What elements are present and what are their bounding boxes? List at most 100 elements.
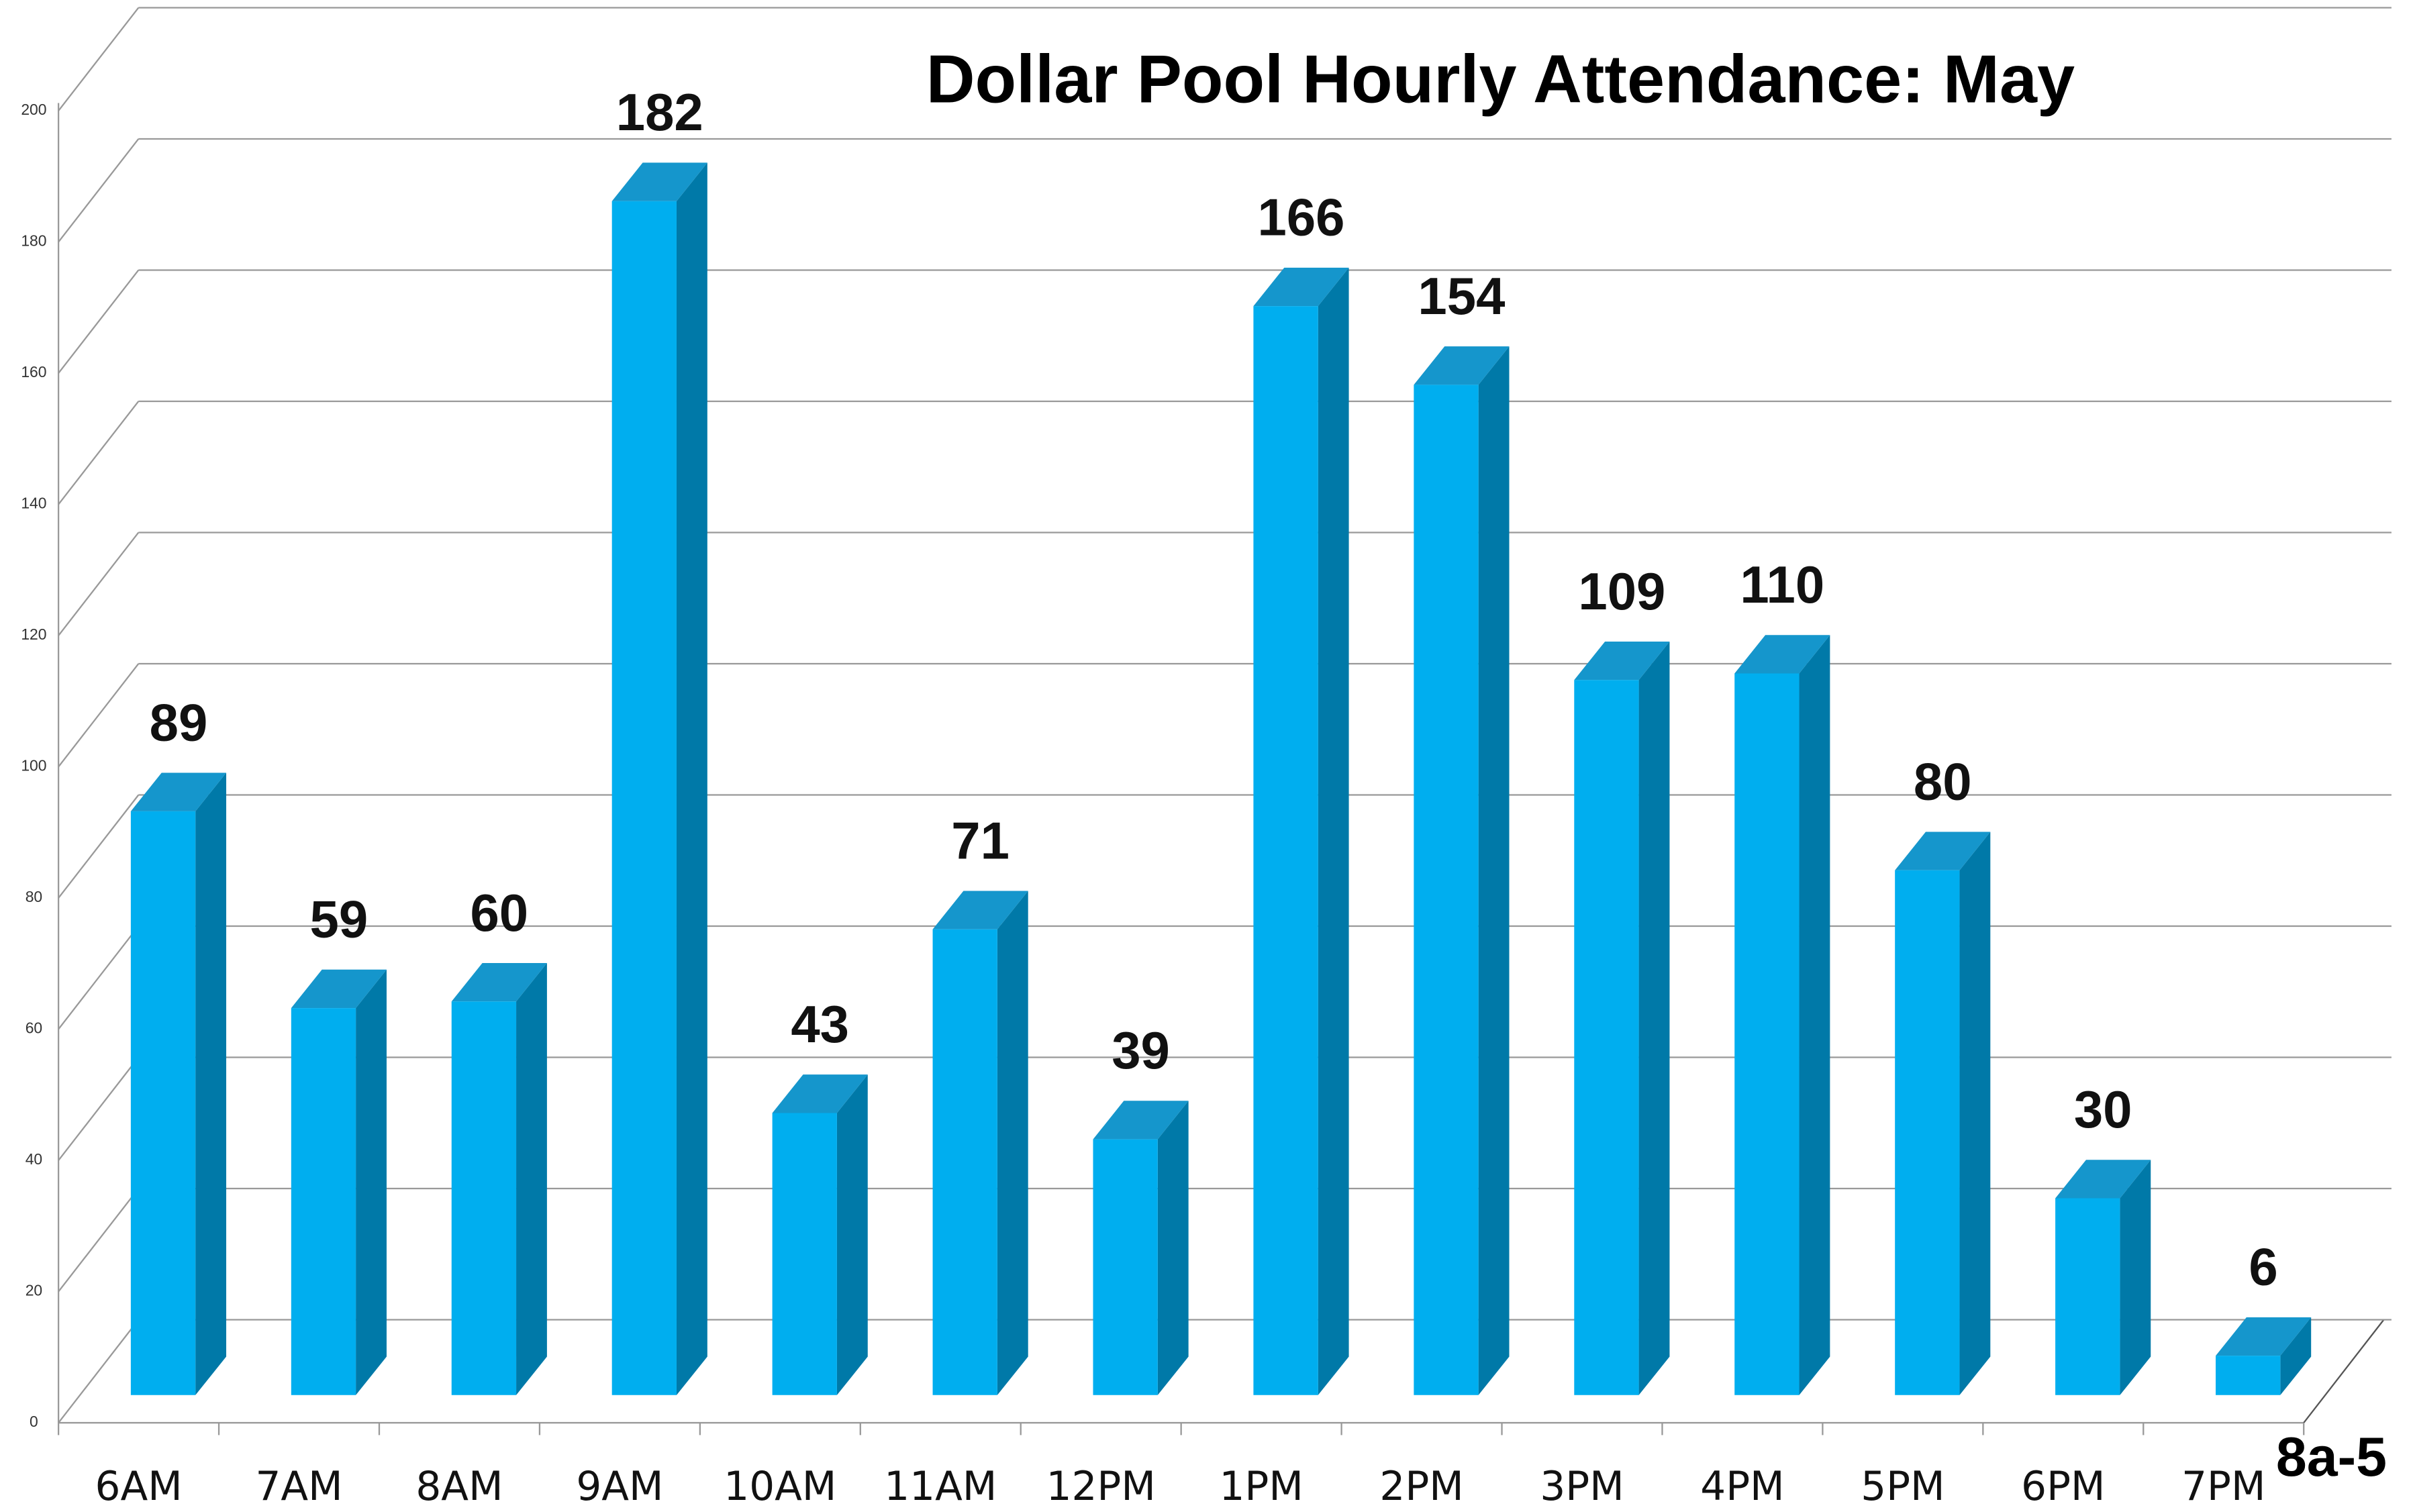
- grid-line: [58, 401, 140, 505]
- bar-top: [1414, 346, 1510, 385]
- y-tick-label: 20: [26, 1282, 42, 1299]
- bar-top: [772, 1074, 868, 1113]
- y-tick-label: 120: [21, 625, 46, 643]
- grid-line: [58, 532, 140, 636]
- x-tick-label: 10AM: [724, 1464, 836, 1510]
- y-tick-label: 200: [21, 101, 46, 118]
- bar: [1253, 267, 1349, 1395]
- grid-line: [58, 663, 140, 768]
- bar-front: [291, 1008, 356, 1395]
- bar-top: [1253, 267, 1349, 307]
- grid-line: [58, 7, 140, 111]
- value-label: 89: [150, 693, 208, 752]
- bar: [611, 162, 707, 1395]
- value-label: 182: [616, 83, 703, 142]
- grid-line: [58, 138, 140, 243]
- bar-side: [836, 1074, 868, 1395]
- bar: [451, 962, 547, 1395]
- value-label: 80: [1914, 752, 1972, 811]
- grid-line: [58, 794, 140, 899]
- value-label: 39: [1112, 1021, 1170, 1080]
- x-tick-label: 7PM: [2181, 1464, 2265, 1510]
- x-tick-label: 8AM: [415, 1464, 503, 1510]
- value-label: 166: [1257, 188, 1344, 247]
- bar-front: [1414, 385, 1479, 1395]
- y-tick-label: 60: [26, 1019, 42, 1037]
- value-label: 110: [1740, 555, 1824, 614]
- x-tick-label: 11AM: [884, 1464, 997, 1510]
- bar-front: [1734, 673, 1800, 1395]
- x-tick-label: 9AM: [576, 1464, 663, 1510]
- value-label: 154: [1418, 266, 1505, 325]
- chart-title: Dollar Pool Hourly Attendance: May: [926, 42, 2075, 117]
- bar: [1734, 635, 1830, 1395]
- bar: [291, 969, 387, 1395]
- y-tick-label: 0: [30, 1413, 38, 1430]
- bar-side: [356, 969, 387, 1395]
- bar-top: [932, 891, 1028, 929]
- grid-line: [58, 269, 140, 374]
- grid-line: [58, 1319, 140, 1423]
- x-tick-label: 4PM: [1700, 1464, 1784, 1510]
- grid-line: [58, 1056, 140, 1161]
- bar-side: [1959, 831, 1991, 1395]
- value-label: 43: [791, 995, 849, 1054]
- bar-side: [1799, 635, 1830, 1395]
- y-tick-label: 180: [21, 232, 46, 250]
- y-tick-label: 140: [21, 495, 46, 512]
- bar: [1574, 642, 1670, 1395]
- bar-side: [1318, 267, 1349, 1395]
- bar-top: [611, 162, 707, 201]
- floor-edge: [2303, 1319, 2385, 1423]
- bar-top: [451, 962, 547, 1002]
- value-label: 71: [951, 811, 1009, 870]
- bar: [1093, 1101, 1189, 1395]
- bar-top: [130, 772, 227, 811]
- value-label: 60: [470, 883, 528, 942]
- bar: [2055, 1160, 2151, 1395]
- bar-front: [1574, 680, 1639, 1395]
- bar: [1414, 346, 1510, 1395]
- bar: [772, 1074, 868, 1395]
- x-tick-label: 3PM: [1540, 1464, 1624, 1510]
- y-tick-label: 40: [26, 1150, 42, 1168]
- bar-side: [2120, 1160, 2151, 1395]
- grid-line: [58, 925, 140, 1030]
- bar-front: [1895, 870, 1960, 1395]
- bar-side: [2280, 1317, 2312, 1395]
- bar-front: [1253, 306, 1318, 1395]
- bar: [130, 772, 227, 1395]
- bar: [2216, 1317, 2312, 1395]
- y-tick-label: 80: [26, 888, 42, 905]
- bar-top: [2055, 1160, 2151, 1199]
- bar-front: [2055, 1198, 2120, 1395]
- bar-front: [1093, 1139, 1158, 1395]
- bar-side: [1638, 642, 1670, 1395]
- bar-front: [932, 929, 997, 1395]
- x-tick-label: 2PM: [1379, 1464, 1463, 1510]
- x-tick-label: 7AM: [255, 1464, 342, 1510]
- bar-front: [772, 1113, 837, 1395]
- bar-side: [195, 772, 227, 1395]
- bar-front: [2216, 1356, 2281, 1395]
- bar-top: [1574, 642, 1670, 681]
- bar-side: [1157, 1101, 1189, 1395]
- annotation: 8a-5: [2276, 1426, 2387, 1488]
- bar-front: [611, 201, 677, 1395]
- bar-front: [451, 1001, 517, 1395]
- value-label: 59: [310, 890, 368, 949]
- x-tick-label: 12PM: [1046, 1464, 1156, 1510]
- bar-top: [1895, 831, 1991, 870]
- bar-side: [997, 891, 1028, 1395]
- bar-side: [676, 162, 707, 1395]
- bar-front: [130, 811, 196, 1395]
- bar-top: [1093, 1101, 1189, 1140]
- bar-top: [291, 969, 387, 1009]
- bar: [932, 891, 1028, 1395]
- y-tick-label: 160: [21, 363, 46, 381]
- value-label: 30: [2074, 1080, 2132, 1139]
- bar-top: [2216, 1317, 2312, 1356]
- x-tick-label: 5PM: [1861, 1464, 1944, 1510]
